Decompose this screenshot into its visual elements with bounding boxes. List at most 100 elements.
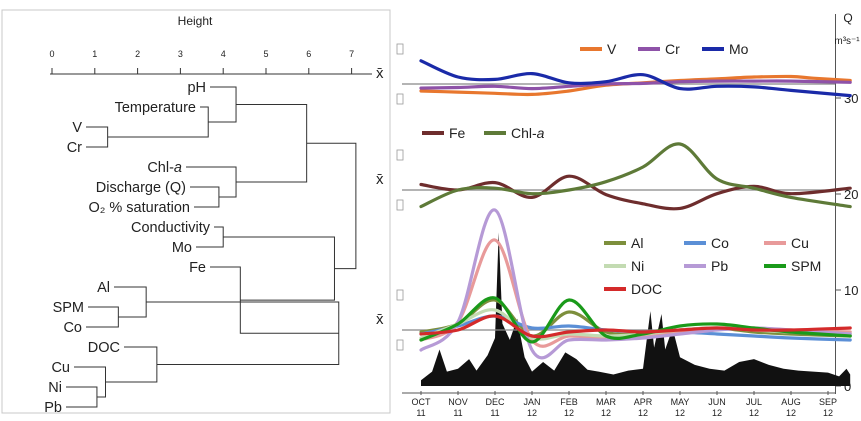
leaf-label-pb: Pb — [44, 400, 62, 416]
year-label-jan: 12 — [527, 408, 537, 418]
link-m11 — [74, 366, 106, 398]
leaf-label-cu: Cu — [51, 360, 70, 376]
height-tick-label-2: 2 — [135, 49, 140, 59]
month-label-jan: JAN — [523, 397, 540, 407]
leaf-label-o-saturation: O₂ % saturation — [88, 200, 190, 216]
month-label-may: MAY — [671, 397, 690, 407]
mean-bracket-bottom — [396, 93, 404, 105]
legend-label-ni: Ni — [631, 258, 644, 274]
legend-label-v: V — [607, 41, 617, 57]
year-label-jun: 12 — [712, 408, 722, 418]
month-axis: OCT11NOV11DEC11JAN12FEB12MAR12APR12MAY12… — [412, 391, 837, 418]
mean-marker: x̄ — [376, 311, 384, 328]
discharge-q-area — [421, 232, 851, 386]
height-tick-label-4: 4 — [221, 49, 226, 59]
year-label-may: 12 — [675, 408, 685, 418]
height-tick-label-3: 3 — [178, 49, 183, 59]
height-tick-label-7: 7 — [349, 49, 354, 59]
mean-bracket-top — [396, 43, 404, 55]
year-label-apr: 12 — [638, 408, 648, 418]
leaf-label-conductivity: Conductivity — [131, 220, 211, 236]
panel-2: x̄ Fe Chl-a — [376, 125, 852, 211]
year-label-dec: 11 — [490, 408, 499, 418]
legend-label-pb: Pb — [711, 258, 728, 274]
legend-label-mo: Mo — [729, 41, 749, 57]
q-tick-label-0: 0 — [844, 379, 851, 394]
year-label-mar: 12 — [601, 408, 611, 418]
month-label-jun: JUN — [708, 397, 726, 407]
leaf-label-v: V — [72, 120, 82, 136]
legend-panel-2: Fe Chl-a — [422, 125, 545, 141]
q-axis-ticks: 0 10 20 30 — [835, 91, 858, 394]
leaf-label-al: Al — [97, 280, 110, 296]
year-label-oct: 11 — [416, 408, 425, 418]
q-tick-label-10: 10 — [844, 283, 858, 298]
panel-1: x̄ V Cr Mo — [376, 41, 852, 105]
legend-label-doc: DOC — [631, 281, 662, 297]
legend-label-co: Co — [711, 235, 729, 251]
year-label-aug: 12 — [786, 408, 796, 418]
leaf-label-discharge-q: Discharge (Q) — [96, 180, 186, 196]
q-axis-label: Q — [843, 11, 852, 25]
legend-label-spm: SPM — [791, 258, 821, 274]
link-m1 — [86, 126, 109, 148]
leaf-label-ni: Ni — [48, 380, 62, 396]
height-axis-ticks: 0 1 2 3 4 5 6 7 — [49, 49, 354, 74]
element-panels: x̄ V Cr Mo x̄ Fe Chl-a x̄ Al Co Cu Ni Pb SPM DOC — [376, 41, 852, 360]
leaf-label-co: Co — [63, 320, 82, 336]
legend-label-cr: Cr — [665, 41, 680, 57]
legend-panel-1: V Cr Mo — [580, 41, 749, 57]
dendrogram-links — [66, 86, 357, 408]
leaf-label-chl-a: Chl-a — [147, 160, 182, 176]
q-tick-label-30: 30 — [844, 91, 858, 106]
link-m3 — [208, 86, 237, 123]
mean-marker: x̄ — [376, 65, 384, 82]
month-label-dec: DEC — [485, 397, 505, 407]
height-tick-label-1: 1 — [92, 49, 97, 59]
dendrogram-title: Height — [178, 14, 213, 28]
series-line-spm — [419, 296, 852, 344]
year-label-sep: 12 — [823, 408, 833, 418]
month-label-mar: MAR — [596, 397, 617, 407]
legend-label-fe: Fe — [449, 125, 466, 141]
height-tick-label-6: 6 — [306, 49, 311, 59]
month-label-jul: JUL — [746, 397, 762, 407]
series-line-mo — [419, 59, 852, 98]
link-m10 — [66, 386, 98, 408]
mean-bracket-bottom — [396, 199, 404, 211]
q-tick-label-20: 20 — [844, 187, 858, 202]
link-m5 — [186, 166, 237, 198]
mean-marker: x̄ — [376, 171, 384, 188]
month-label-nov: NOV — [448, 397, 468, 407]
link-m4 — [190, 186, 220, 208]
link-m16 — [306, 142, 357, 270]
series-line-doc — [419, 314, 852, 339]
month-label-apr: APR — [634, 397, 653, 407]
panel-3: x̄ Al Co Cu Ni Pb SPM DOC — [376, 208, 852, 360]
month-label-aug: AUG — [781, 397, 801, 407]
link-m6 — [236, 104, 308, 183]
leaf-label-mo: Mo — [172, 240, 192, 256]
dendrogram-frame — [1, 9, 391, 414]
series-line-fe — [419, 174, 852, 211]
legend-label-al: Al — [631, 235, 643, 251]
leaf-label-doc: DOC — [88, 340, 120, 356]
series-line-chl-a — [419, 142, 852, 209]
month-label-feb: FEB — [560, 397, 578, 407]
dendrogram-leaves: pH Temperature V Cr Chl-a Discharge (Q) O₂ % s… — [44, 80, 210, 416]
height-tick-label-0: 0 — [49, 49, 54, 59]
series-line-cr — [419, 79, 852, 91]
leaf-label-spm: SPM — [53, 300, 84, 316]
q-axis-unit: m³s⁻¹ — [834, 36, 860, 47]
leaf-label-cr: Cr — [67, 140, 82, 156]
year-label-nov: 11 — [453, 408, 462, 418]
month-label-sep: SEP — [819, 397, 837, 407]
dendrogram: Height 0 1 2 3 4 5 6 7 pH Temperature V Cr Chl-a Dis… — [1, 9, 391, 416]
discharge-area — [402, 232, 851, 394]
leaf-label-ph: pH — [187, 80, 206, 96]
timeseries: Q m³s⁻¹ 0 10 20 30 x̄ V Cr Mo x̄ Fe Chl-a x̄ Al Co Cu… — [376, 11, 860, 418]
leaf-label-temperature: Temperature — [115, 100, 196, 116]
legend-label-chl-a: Chl-a — [511, 125, 545, 141]
height-tick-label-5: 5 — [263, 49, 268, 59]
